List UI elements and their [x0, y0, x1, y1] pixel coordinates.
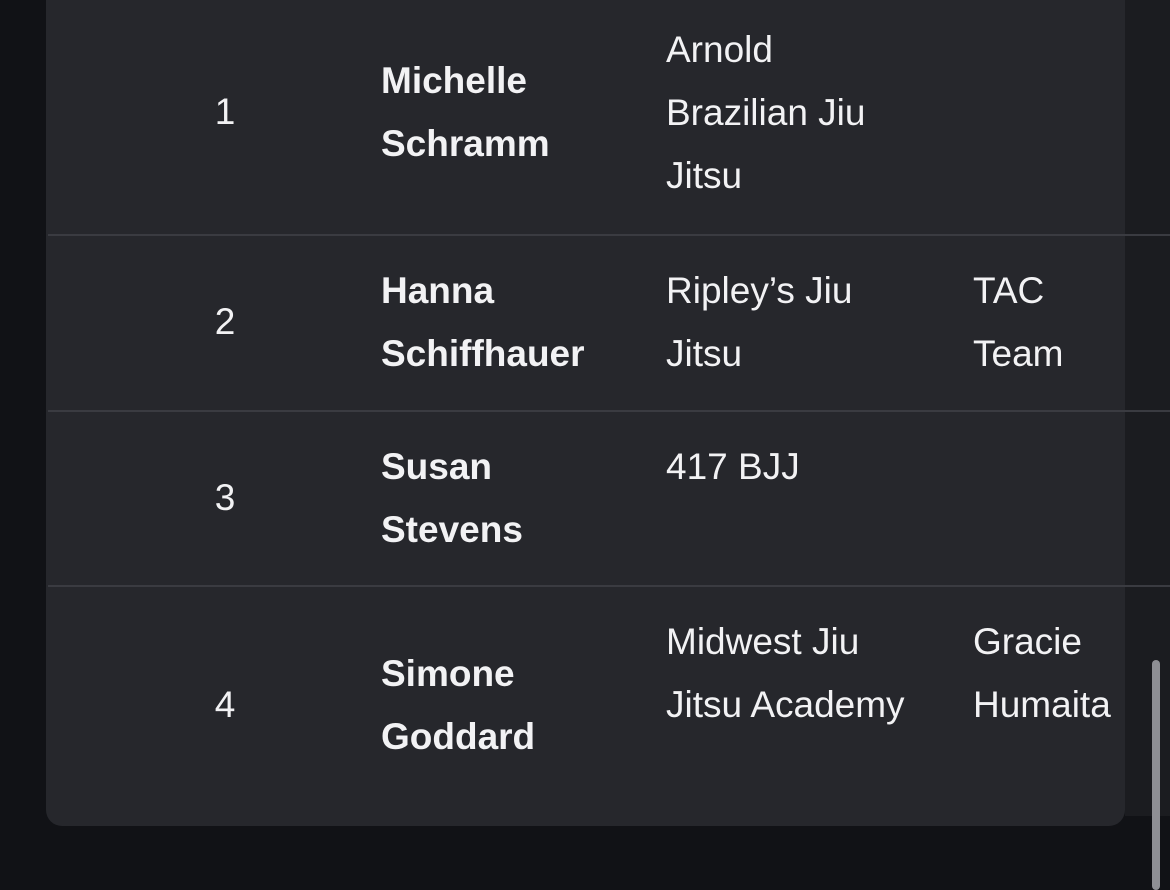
team-cell: TAC Team [973, 270, 1064, 374]
name-cell: Hanna Schiffhauer [381, 270, 585, 374]
rank-cell: 1 [214, 91, 236, 132]
academy-cell: Ripley’s Jiu Jitsu [666, 270, 853, 374]
rank-cell: 4 [214, 684, 236, 725]
name-cell: Michelle Schramm [381, 60, 550, 164]
table-row[interactable]: 4 Simone Goddard Midwest Jiu Jitsu Acade… [48, 587, 1170, 815]
table-overflow-area [1125, 0, 1170, 816]
team-cell: Gracie Humaita [973, 621, 1111, 725]
vertical-scrollbar[interactable] [1152, 660, 1160, 890]
academy-cell: Arnold Brazilian Jiu Jitsu [666, 29, 866, 196]
table-row[interactable]: 1 Michelle Schramm Arnold Brazilian Jiu … [48, 0, 1170, 236]
academy-cell: Midwest Jiu Jitsu Academy [666, 621, 905, 725]
results-card [46, 0, 1125, 826]
rank-cell: 2 [214, 301, 236, 342]
table-row[interactable]: 3 Susan Stevens 417 BJJ [48, 412, 1170, 587]
name-cell: Susan Stevens [381, 446, 523, 550]
name-cell: Simone Goddard [381, 653, 536, 757]
table-row[interactable]: 2 Hanna Schiffhauer Ripley’s Jiu Jitsu T… [48, 236, 1170, 412]
rank-cell: 3 [214, 477, 236, 518]
academy-cell: 417 BJJ [666, 446, 800, 487]
